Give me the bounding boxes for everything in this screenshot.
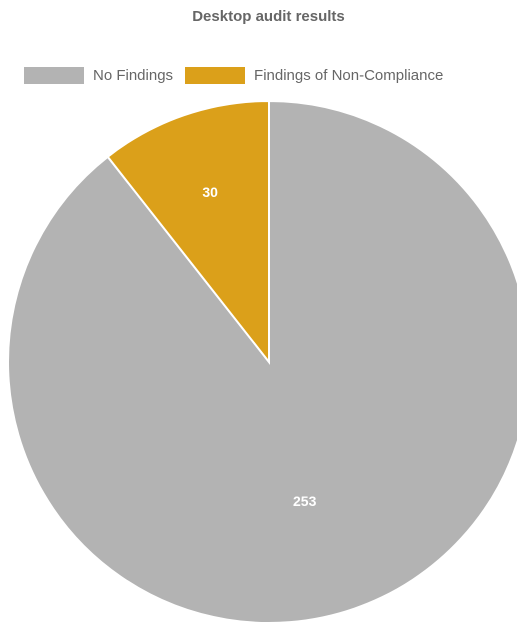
legend-swatch-findings-of-non-compliance bbox=[185, 66, 246, 84]
legend-label-findings-of-non-compliance: Findings of Non-Compliance bbox=[254, 66, 444, 84]
legend-swatch-no-findings bbox=[24, 66, 84, 84]
chart-title: Desktop audit results bbox=[192, 8, 345, 25]
legend-item-no-findings[interactable]: No Findings bbox=[24, 66, 174, 84]
pie-slice-findings-of-non-compliance[interactable] bbox=[106, 99, 270, 365]
data-label-no-findings: 253 bbox=[293, 493, 317, 509]
legend: No Findings Findings of Non-Compliance bbox=[24, 65, 455, 85]
data-label-findings-of-non-compliance: 30 bbox=[202, 184, 218, 200]
pie-slice-no-findings[interactable] bbox=[7, 99, 517, 624]
legend-label-no-findings: No Findings bbox=[93, 66, 174, 84]
legend-item-findings-of-non-compliance[interactable]: Findings of Non-Compliance bbox=[185, 66, 444, 84]
